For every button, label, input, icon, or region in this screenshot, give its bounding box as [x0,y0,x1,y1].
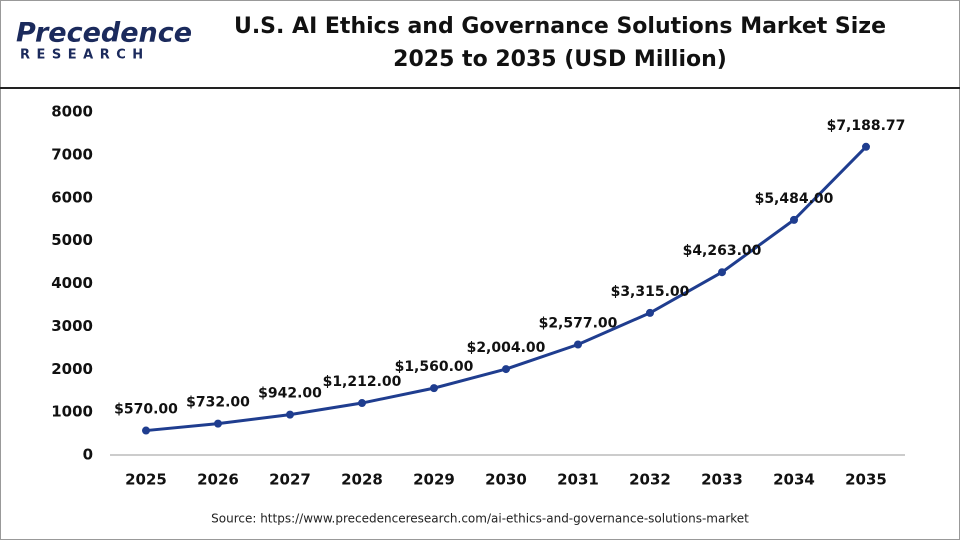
value-label: $2,004.00 [467,340,546,356]
source: Source: https://www.precedenceresearch.c… [211,512,749,526]
x-tick-label: 2035 [845,471,887,489]
x-tick-label: 2031 [557,471,599,489]
point [574,340,582,349]
x-tick-label: 2030 [485,471,527,489]
logo: Precedence RESEARCH [16,18,192,63]
point [214,419,222,428]
x-tick-label: 2034 [773,471,815,489]
chart-title: U.S. AI Ethics and Governance Solutions … [234,14,886,39]
x-tick-label: 2025 [125,471,167,489]
y-tick-label: 4000 [51,274,93,292]
value-label: $7,188.77 [827,118,906,134]
y-tick-label: 0 [83,446,93,464]
point [430,384,438,393]
y-tick-label: 1000 [51,403,93,421]
brand-name: Precedence [16,18,192,49]
value-label: $570.00 [114,402,178,418]
value-label: $1,560.00 [395,359,474,375]
x-tick-label: 2026 [197,471,239,489]
point [718,268,726,277]
point [862,142,870,151]
y-tick-label: 8000 [51,103,93,121]
x-tick-label: 2027 [269,471,311,489]
y-tick-label: 6000 [51,188,93,206]
value-label: $5,484.00 [755,191,834,207]
value-label: $942.00 [258,386,322,402]
point [790,215,798,224]
y-tick-label: 5000 [51,231,93,249]
point [646,308,654,317]
chart-subtitle: 2025 to 2035 (USD Million) [393,47,727,72]
y-tick-label: 2000 [51,360,93,378]
value-label: $2,577.00 [539,316,618,332]
value-label: $4,263.00 [683,243,762,259]
brand-tagline: RESEARCH [20,48,150,63]
point [142,426,150,435]
x-tick-label: 2032 [629,471,671,489]
x-tick-label: 2029 [413,471,455,489]
value-label: $3,315.00 [611,284,690,300]
y-tick-label: 7000 [51,145,93,163]
x-tick-label: 2028 [341,471,383,489]
y-tick-label: 3000 [51,317,93,335]
x-tick-label: 2033 [701,471,743,489]
point [286,410,294,419]
value-label: $732.00 [186,395,250,411]
value-label: $1,212.00 [323,374,402,390]
point [358,399,366,408]
point [502,365,510,374]
